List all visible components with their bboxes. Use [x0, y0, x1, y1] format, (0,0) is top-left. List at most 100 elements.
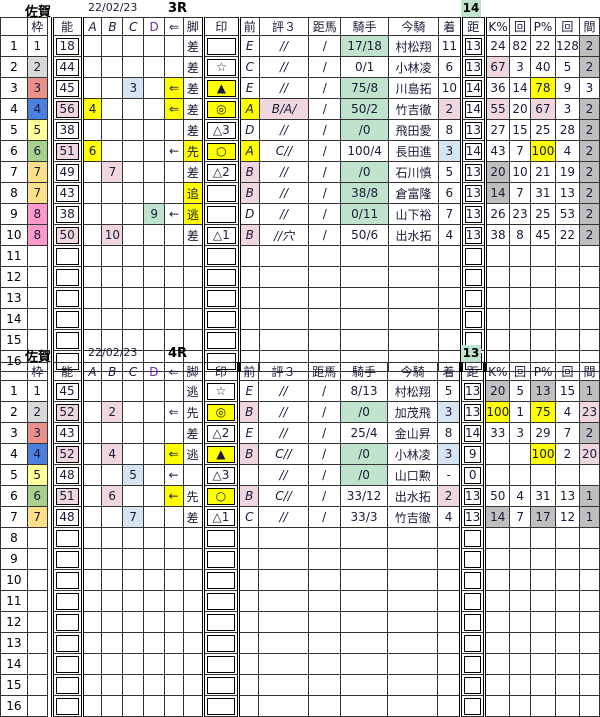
ability-cell: 51	[50, 485, 84, 507]
p-count-cell	[555, 674, 580, 696]
table-row[interactable]: 13	[0, 632, 600, 654]
finish-cell	[437, 527, 462, 549]
col-c-cell	[122, 527, 144, 549]
distance-horse-cell	[308, 287, 342, 309]
finish-cell	[437, 245, 462, 267]
table-row[interactable]: 6 6 51 6 ← 先 ○ A C///100/4 長田進 3 14 43 7 100 4 2	[0, 140, 600, 162]
p-percent-cell	[530, 611, 557, 633]
table-row[interactable]: 3 3 43 差 △2 E///25/4 金山昇 8 14 33 3 29 7 2	[0, 422, 600, 444]
p-count-cell: 28	[554, 119, 580, 141]
p-percent-cell	[530, 569, 557, 591]
jockey-cell	[387, 611, 439, 633]
previous-cell	[238, 611, 260, 633]
table-row[interactable]: 4 4 56 4 ⇐ 差 ◎ A B/A//50/2 竹吉徹 2 14 55 20 67 3 2	[0, 98, 600, 120]
table-row[interactable]: 8	[0, 527, 600, 549]
k-percent-cell	[485, 287, 511, 309]
table-row[interactable]: 9 8 38 9 ← 逃 D///0/11 山下裕 7 13 26 23 25 53 2	[0, 203, 600, 225]
col-b-cell	[101, 527, 124, 549]
running-style-cell	[182, 590, 204, 612]
ability-value: 52	[55, 445, 79, 463]
rating3-cell	[258, 287, 310, 309]
distance-value: 14	[464, 142, 483, 160]
p-count-cell: 13	[555, 485, 580, 507]
p-percent-cell	[530, 674, 557, 696]
ability-cell: 43	[50, 182, 84, 204]
interval-cell	[578, 266, 600, 288]
table-row[interactable]: 14	[0, 653, 600, 675]
table-row[interactable]: 8 7 43 追 B///38/8 倉富隆 6 13 14 7 31 13 2	[0, 182, 600, 204]
row-number-cell: 2	[0, 401, 28, 423]
table-row[interactable]: 1 1 18 差 E///17/18 村松翔 11 13 24 82 22 128 2	[0, 35, 600, 57]
waku-cell	[26, 266, 48, 288]
p-percent-cell	[529, 266, 556, 288]
header-distance: 距	[459, 362, 487, 381]
table-row[interactable]: 3 3 45 3 ⇐ 差 ▲ E///75/8 川島拓 10 14 36 14 78 9 3	[0, 77, 600, 99]
k-count-cell: 7	[509, 506, 532, 528]
table-row[interactable]: 13	[0, 287, 600, 309]
finish-cell: 7	[437, 203, 462, 225]
distance-horse-cell: /	[307, 485, 341, 507]
interval-cell: 2	[578, 182, 600, 204]
p-count-cell	[554, 266, 580, 288]
arrow-cell: ⇐	[163, 443, 184, 465]
table-row[interactable]: 10	[0, 569, 600, 591]
previous-cell	[238, 695, 260, 717]
table-row[interactable]: 16	[0, 695, 600, 717]
row-number-cell: 7	[0, 161, 28, 183]
jockey-cell	[388, 266, 439, 288]
mark-value: ▲	[206, 445, 236, 463]
distance-cell: 14	[459, 77, 488, 99]
table-row[interactable]: 6 6 51 6 ← 先 ○ B C///33/12 出水拓 2 13 50 4 31 13 1	[0, 485, 600, 507]
table-row[interactable]: 12	[0, 611, 600, 633]
table-row[interactable]: 11	[0, 590, 600, 612]
distance-value	[464, 247, 483, 265]
row-number-cell: 11	[0, 245, 28, 267]
arrow-cell	[163, 548, 184, 570]
finish-cell: 4	[437, 506, 462, 528]
p-percent-cell	[530, 527, 557, 549]
table-row[interactable]: 10 8 50 10 差 △1 B//穴/50/6 出水拓 4 13 38 8 45 22 2	[0, 224, 600, 246]
col-a-cell	[81, 695, 103, 717]
k-percent-cell: 67	[485, 56, 511, 78]
rating3-cell: //	[258, 464, 309, 486]
interval-cell: 2	[578, 422, 600, 444]
k-percent-cell: 14	[485, 182, 511, 204]
table-row[interactable]: 4 4 52 4 ⇐ 逃 ▲ B C////0 小林凌 3 9 100 2 20	[0, 443, 600, 465]
previous-cell	[238, 527, 260, 549]
mark-cell: ▲	[201, 77, 241, 99]
table-row[interactable]: 5 5 48 5 ← △3////0 山口勲 -0	[0, 464, 600, 486]
table-row[interactable]: 1 1 45 逃 ☆ E///8/13 村松翔 5 13 20 5 13 15 1	[0, 380, 600, 402]
waku-cell: 2	[26, 401, 48, 423]
distance-cell	[459, 548, 487, 570]
rating3-cell: C//	[258, 140, 310, 162]
table-row[interactable]: 5 5 38 差 △3 D////0 飛田愛 8 13 27 15 25 28 2	[0, 119, 600, 141]
arrow-cell	[164, 56, 184, 78]
distance-cell	[459, 674, 487, 696]
table-row[interactable]: 2 2 44 差 ☆ C///0/1 小林凌 6 13 67 3 40 5 2	[0, 56, 600, 78]
jockey-stats-cell	[339, 569, 389, 591]
header-distance: 距	[459, 17, 488, 36]
col-b-cell	[101, 422, 124, 444]
col-a-cell	[81, 422, 103, 444]
arrow-cell: ←	[164, 203, 184, 225]
jockey-cell	[387, 674, 439, 696]
interval-cell	[578, 590, 600, 612]
ability-cell	[50, 674, 84, 696]
table-row[interactable]: 9	[0, 548, 600, 570]
table-row[interactable]: 12	[0, 266, 600, 288]
distance-value: 13	[464, 121, 483, 139]
table-row[interactable]: 7 7 48 7 差 △1 C///33/3 竹吉徹 4 13 14 7 17 12 1	[0, 506, 600, 528]
k-count-cell	[509, 569, 532, 591]
header-finish: 着	[437, 362, 462, 381]
col-c-cell	[122, 224, 145, 246]
col-d-cell	[142, 401, 165, 423]
interval-cell	[578, 548, 600, 570]
interval-cell	[578, 569, 600, 591]
ability-cell	[50, 632, 84, 654]
table-row[interactable]: 7 7 49 7 差 △2 B////0 石川慎 5 13 20 10 21 19 2	[0, 161, 600, 183]
table-row[interactable]: 11	[0, 245, 600, 267]
jockey-cell: 出水拓	[387, 485, 439, 507]
table-row[interactable]: 2 2 52 2 ⇐ 先 ◎ B////0 加茂飛 3 13 100 1 75 4 23	[0, 401, 600, 423]
table-row[interactable]: 15	[0, 674, 600, 696]
table-row[interactable]: 14	[0, 308, 600, 330]
